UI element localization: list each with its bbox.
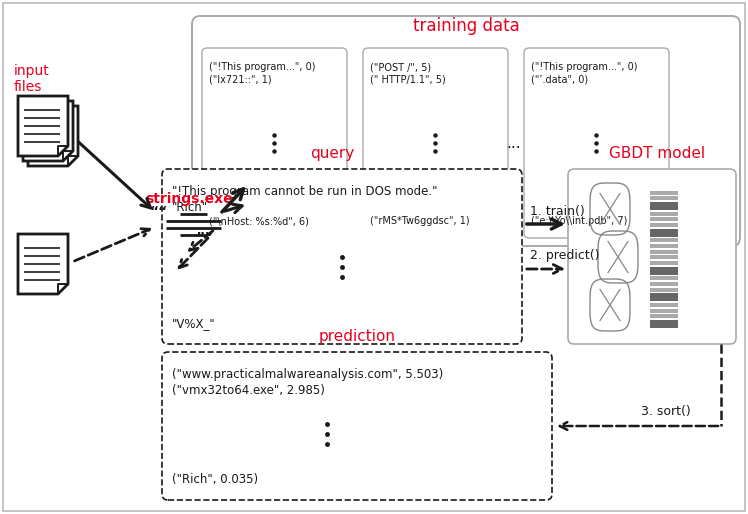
Bar [650,196,678,200]
Bar [650,277,678,280]
Text: GBDT model: GBDT model [609,146,705,161]
Bar [650,255,678,260]
Bar [650,303,678,307]
Text: ("’.data", 0): ("’.data", 0) [531,75,588,85]
FancyBboxPatch shape [162,352,552,500]
Text: ("lx721::", 1): ("lx721::", 1) [209,75,272,85]
Text: "V%X_": "V%X_" [172,317,215,330]
Polygon shape [18,234,68,294]
Bar [650,191,678,195]
Polygon shape [18,96,68,156]
Bar [650,250,678,254]
Text: ("\nHost: %s:%d", 6): ("\nHost: %s:%d", 6) [209,216,309,226]
Text: "!This program cannot be run in DOS mode.": "!This program cannot be run in DOS mode… [172,185,438,198]
Bar [650,282,678,286]
FancyBboxPatch shape [363,48,508,238]
Bar [650,267,678,274]
Text: prediction: prediction [319,329,396,344]
FancyBboxPatch shape [162,169,522,344]
Bar [650,320,678,328]
Text: training data: training data [413,17,519,35]
Text: ““: ““ [150,205,168,219]
Bar [650,212,678,216]
Text: input
files: input files [14,64,50,94]
Text: ("!This program...", 0): ("!This program...", 0) [209,62,316,72]
FancyBboxPatch shape [524,48,669,238]
Text: ””: ”” [196,231,214,245]
Text: ("rMS*Tw6ggdsc", 1): ("rMS*Tw6ggdsc", 1) [370,216,470,226]
Text: ("vmx32to64.exe", 2.985): ("vmx32to64.exe", 2.985) [172,384,325,397]
FancyBboxPatch shape [192,16,740,246]
Text: query: query [310,146,354,161]
Text: ("e:\\Yo\\int.pdb", 7): ("e:\\Yo\\int.pdb", 7) [531,216,628,226]
Bar [650,315,678,318]
Bar [650,261,678,265]
Text: "Rich": "Rich" [172,201,208,214]
Text: ("Rich", 0.035): ("Rich", 0.035) [172,473,258,486]
Bar [650,288,678,291]
Bar [650,238,678,242]
Polygon shape [28,106,78,166]
FancyBboxPatch shape [202,48,347,238]
Bar [650,309,678,313]
Text: strings.exe: strings.exe [145,192,233,206]
FancyBboxPatch shape [568,169,736,344]
Text: ("POST /", 5): ("POST /", 5) [370,62,431,72]
Text: 2. predict(): 2. predict() [530,248,599,262]
Polygon shape [23,101,73,161]
Bar [650,217,678,222]
Bar [650,229,678,236]
Bar [650,202,678,210]
Bar [650,244,678,248]
Text: (" HTTP/1.1", 5): (" HTTP/1.1", 5) [370,75,446,85]
Text: ("!This program...", 0): ("!This program...", 0) [531,62,637,72]
Text: 1. train(): 1. train() [530,205,585,217]
Bar [650,293,678,301]
Text: ...: ... [506,136,521,151]
Bar [650,223,678,227]
Text: ("www.practicalmalwareanalysis.com", 5.503): ("www.practicalmalwareanalysis.com", 5.5… [172,368,444,381]
Text: 3. sort(): 3. sort() [641,406,691,418]
